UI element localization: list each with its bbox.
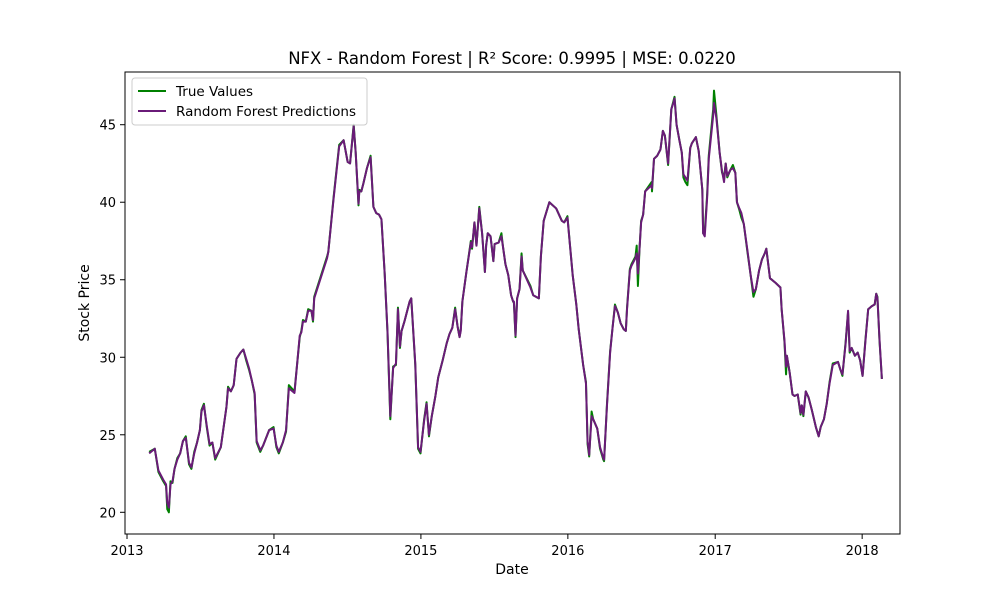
x-tick-label: 2018 bbox=[846, 544, 879, 559]
series-layer bbox=[148, 89, 883, 514]
y-tick-label: 40 bbox=[99, 196, 116, 211]
x-tick-label: 2014 bbox=[257, 544, 290, 559]
x-tick-label: 2016 bbox=[551, 544, 584, 559]
y-tick-label: 25 bbox=[99, 429, 116, 444]
y-tick-label: 30 bbox=[99, 351, 116, 366]
legend-label-true-values: True Values bbox=[175, 84, 253, 100]
legend: True Values Random Forest Predictions bbox=[131, 77, 368, 126]
legend-box bbox=[131, 77, 368, 126]
x-tick-label: 2015 bbox=[404, 544, 437, 559]
plot-frame bbox=[124, 71, 901, 535]
y-tick-label: 45 bbox=[99, 119, 116, 134]
x-axis: 2013 2014 2015 2016 2017 2018 bbox=[110, 534, 879, 559]
chart-title: NFX - Random Forest | R² Score: 0.9995 |… bbox=[288, 49, 736, 68]
legend-label-predictions: Random Forest Predictions bbox=[176, 104, 356, 120]
x-axis-label: Date bbox=[495, 562, 528, 578]
y-tick-label: 20 bbox=[99, 506, 116, 521]
y-axis: 20 25 30 35 40 45 bbox=[99, 119, 125, 521]
x-tick-label: 2013 bbox=[110, 544, 143, 559]
series-line-1 bbox=[148, 97, 883, 509]
x-tick-label: 2017 bbox=[699, 544, 732, 559]
y-tick-label: 35 bbox=[99, 274, 116, 289]
y-axis-label: Stock Price bbox=[77, 264, 93, 341]
